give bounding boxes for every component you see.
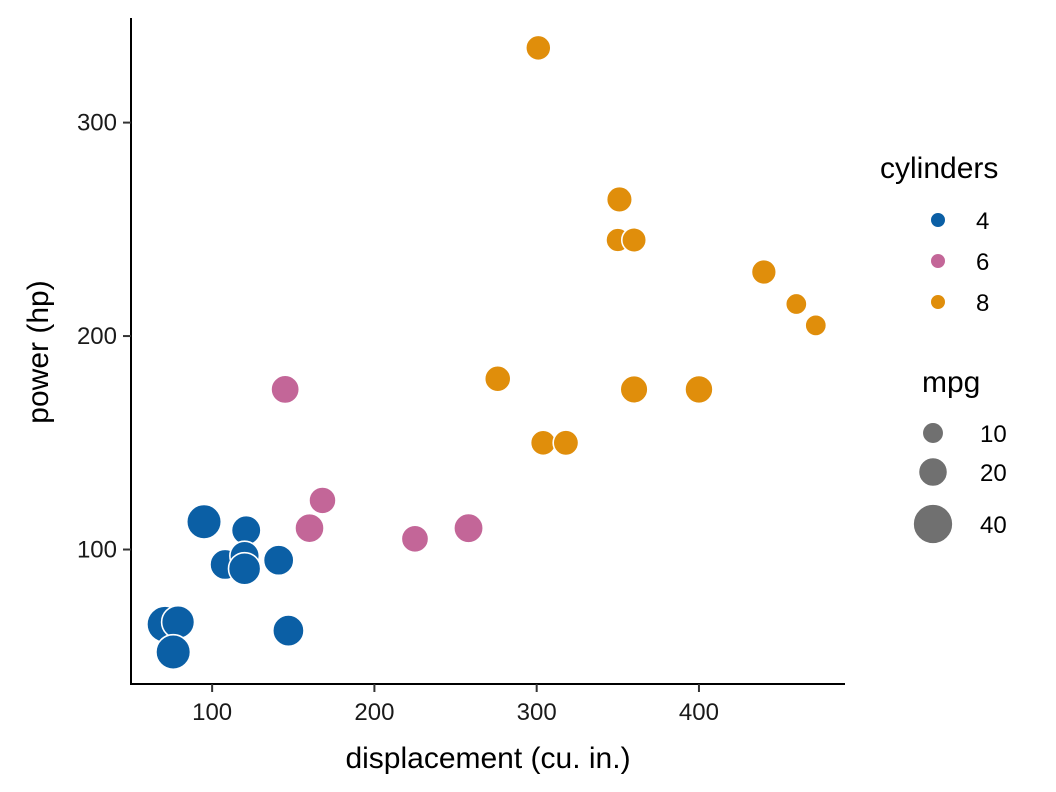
color-legend-key-8 xyxy=(930,294,946,310)
legend: cylinders mpg 4 6 8 10 20 40 xyxy=(880,152,1007,545)
size-legend-label-20: 20 xyxy=(980,460,1007,487)
color-legend-label-6: 6 xyxy=(976,249,989,276)
y-tick-label-100: 100 xyxy=(77,537,117,564)
size-legend-key-40 xyxy=(912,503,954,545)
point-cyl6-3 xyxy=(400,524,430,554)
size-legend-label-40: 40 xyxy=(980,512,1007,539)
x-tick-label-400: 400 xyxy=(679,699,719,726)
points-layer xyxy=(146,34,828,671)
point-cyl4-8 xyxy=(160,604,196,640)
size-legend-key-10 xyxy=(922,422,944,444)
size-legend-title: mpg xyxy=(922,366,980,399)
point-cyl4-5 xyxy=(262,544,295,577)
point-cyl8-0 xyxy=(524,34,552,62)
point-cyl6-4 xyxy=(453,512,485,544)
point-cyl8-8 xyxy=(619,374,649,405)
y-tick-label-200: 200 xyxy=(77,323,117,350)
y-axis-title: power (hp) xyxy=(22,280,55,423)
x-tick-label-300: 300 xyxy=(517,699,557,726)
size-legend-label-10: 10 xyxy=(980,421,1007,448)
point-cyl6-0 xyxy=(270,374,301,405)
point-cyl8-6 xyxy=(804,313,828,337)
color-legend-label-8: 8 xyxy=(976,290,989,317)
point-cyl8-1 xyxy=(605,185,634,214)
point-cyl8-9 xyxy=(684,374,714,405)
x-axis-title: displacement (cu. in.) xyxy=(345,742,630,775)
point-cyl8-3 xyxy=(620,226,648,254)
size-legend-key-20 xyxy=(918,457,948,487)
point-cyl8-5 xyxy=(784,292,808,316)
point-cyl6-2 xyxy=(294,512,325,544)
point-cyl4-4 xyxy=(227,551,262,586)
point-cyl4-0 xyxy=(185,503,223,540)
point-cyl6-1 xyxy=(308,486,337,515)
axes-layer: 100 200 300 400 100 200 300 xyxy=(77,18,845,726)
y-tick-label-300: 300 xyxy=(77,110,117,137)
color-legend-label-4: 4 xyxy=(976,208,989,235)
point-cyl8-11 xyxy=(552,429,580,457)
color-legend-title: cylinders xyxy=(880,152,998,185)
x-tick-label-200: 200 xyxy=(354,699,394,726)
point-cyl4-9 xyxy=(155,633,192,671)
point-cyl8-10 xyxy=(529,429,557,457)
x-tick-label-100: 100 xyxy=(192,699,232,726)
point-cyl4-6 xyxy=(271,614,305,648)
color-legend-key-4 xyxy=(930,212,946,228)
color-legend-key-6 xyxy=(930,253,946,269)
point-cyl8-7 xyxy=(483,364,512,393)
point-cyl8-4 xyxy=(750,258,778,286)
